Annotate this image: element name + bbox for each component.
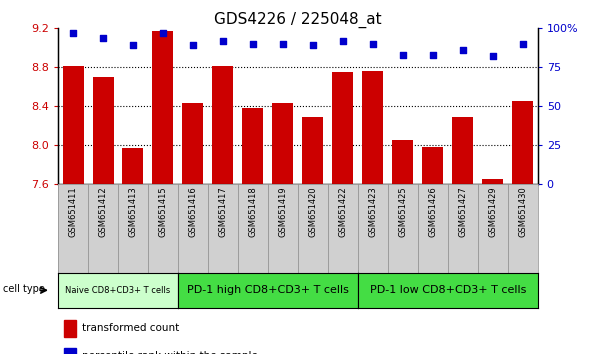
Bar xyxy=(153,31,174,184)
Text: GSM651418: GSM651418 xyxy=(249,187,257,238)
Bar xyxy=(512,101,533,184)
Bar xyxy=(213,66,233,184)
Bar xyxy=(302,117,323,184)
Bar xyxy=(64,348,76,354)
Text: GSM651425: GSM651425 xyxy=(398,187,408,238)
Bar xyxy=(92,77,114,184)
Bar xyxy=(62,66,84,184)
Point xyxy=(338,38,348,44)
Bar xyxy=(243,108,263,184)
Point xyxy=(188,42,198,48)
Bar xyxy=(362,71,383,184)
Point xyxy=(248,41,258,47)
Text: PD-1 high CD8+CD3+ T cells: PD-1 high CD8+CD3+ T cells xyxy=(187,285,349,295)
Text: GSM651423: GSM651423 xyxy=(368,187,378,238)
Text: Naive CD8+CD3+ T cells: Naive CD8+CD3+ T cells xyxy=(65,286,170,295)
Bar xyxy=(64,320,76,337)
Text: GSM651411: GSM651411 xyxy=(68,187,78,238)
Point xyxy=(518,41,527,47)
Text: cell type: cell type xyxy=(2,284,45,293)
Bar xyxy=(332,72,353,184)
Text: GSM651430: GSM651430 xyxy=(518,187,527,238)
Bar xyxy=(122,148,144,184)
Text: GSM651426: GSM651426 xyxy=(428,187,437,238)
Text: GSM651415: GSM651415 xyxy=(158,187,167,238)
Text: GSM651413: GSM651413 xyxy=(128,187,137,238)
Text: GSM651416: GSM651416 xyxy=(188,187,197,238)
Point xyxy=(428,52,437,58)
Point xyxy=(218,38,228,44)
Bar xyxy=(422,147,443,184)
Text: GSM651417: GSM651417 xyxy=(218,187,227,238)
Text: PD-1 low CD8+CD3+ T cells: PD-1 low CD8+CD3+ T cells xyxy=(370,285,526,295)
Point xyxy=(98,35,108,40)
Text: GSM651422: GSM651422 xyxy=(338,187,347,238)
Point xyxy=(488,53,497,59)
Bar xyxy=(392,140,413,184)
Text: GSM651419: GSM651419 xyxy=(279,187,287,238)
Bar xyxy=(482,179,503,184)
Bar xyxy=(273,103,293,184)
Text: GSM651420: GSM651420 xyxy=(309,187,317,238)
Bar xyxy=(183,103,203,184)
Text: transformed count: transformed count xyxy=(81,323,179,333)
Text: GSM651412: GSM651412 xyxy=(98,187,108,238)
Point xyxy=(308,42,318,48)
Text: GSM651429: GSM651429 xyxy=(488,187,497,238)
Point xyxy=(158,30,168,36)
Point xyxy=(128,42,138,48)
Point xyxy=(458,47,467,53)
Point xyxy=(368,41,378,47)
Point xyxy=(278,41,288,47)
Text: GSM651427: GSM651427 xyxy=(458,187,467,238)
Bar xyxy=(452,117,474,184)
Point xyxy=(68,30,78,36)
Title: GDS4226 / 225048_at: GDS4226 / 225048_at xyxy=(214,12,382,28)
Text: percentile rank within the sample: percentile rank within the sample xyxy=(81,352,257,354)
Point xyxy=(398,52,408,58)
